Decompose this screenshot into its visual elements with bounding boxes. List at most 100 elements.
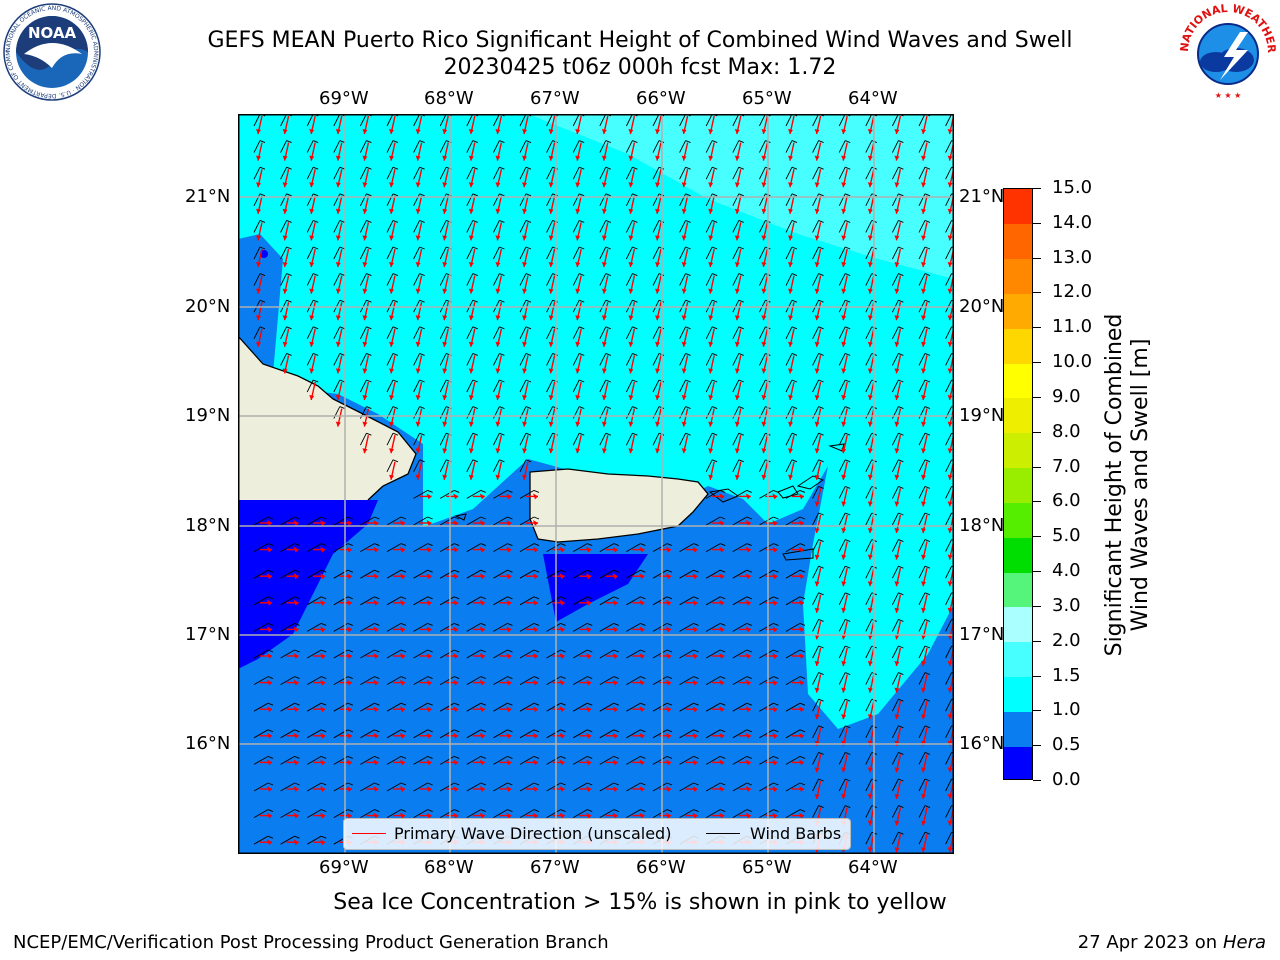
wind-barb [253, 219, 266, 241]
wind-barb [918, 166, 931, 188]
lat-label: 16°N [185, 733, 231, 754]
wind-barb [466, 219, 478, 241]
lat-label: 21°N [959, 186, 1005, 207]
wind-barb [492, 273, 505, 294]
wind-barb [386, 543, 407, 553]
colorbar-segment [1004, 258, 1032, 294]
wind-barb [891, 565, 904, 587]
wind-barb [492, 459, 505, 480]
wind-barb [519, 219, 532, 241]
wind-barb [519, 543, 540, 553]
wind-barb [679, 219, 691, 241]
colorbar-tick [1033, 501, 1041, 503]
wind-barb [306, 543, 327, 553]
wind-barb [360, 622, 380, 633]
wind-barb [625, 326, 638, 347]
wind-barb [705, 729, 726, 739]
wind-barb [838, 140, 851, 161]
wind-barb [439, 596, 460, 606]
wind-barb [333, 326, 345, 347]
wind-barb [679, 352, 691, 374]
wind-barb [572, 352, 585, 374]
wind-barb [466, 140, 478, 161]
wind-barb [599, 755, 619, 766]
wind-barb [626, 649, 646, 659]
wind-barb [253, 543, 274, 553]
colorbar-label: 8.0 [1052, 420, 1081, 442]
wind-barb [280, 543, 300, 553]
wind-barb [732, 299, 744, 321]
wind-barb [572, 246, 585, 268]
wind-barb [466, 166, 478, 188]
lon-label: 64°W [848, 88, 898, 109]
wind-barb [333, 219, 345, 241]
wind-barb [572, 326, 585, 347]
wind-barb [785, 379, 798, 401]
wind-barb [306, 569, 327, 580]
wind-barb [439, 702, 460, 713]
wind-barb [492, 379, 505, 401]
wind-barb [891, 352, 904, 374]
wind-barb [679, 782, 699, 792]
wind-barb [493, 809, 513, 819]
wind-barb [306, 782, 327, 792]
wind-barb [572, 432, 585, 454]
wind-barb [546, 246, 558, 268]
wind-barb [572, 622, 593, 633]
wind-barb [918, 299, 931, 321]
wind-barb [891, 326, 904, 347]
wind-barb [865, 432, 877, 454]
wind-barb [891, 432, 904, 454]
wind-barb [572, 649, 593, 659]
wind-barb [732, 459, 744, 480]
lat-label: 19°N [185, 405, 231, 426]
wind-barb [280, 782, 300, 792]
wind-barb [466, 273, 478, 294]
wind-barb [572, 569, 593, 580]
wind-barb [865, 246, 877, 268]
wind-barb [891, 751, 904, 773]
wind-barb [785, 489, 806, 500]
colorbar-segment [1004, 293, 1032, 329]
wind-barb [492, 432, 505, 454]
wind-barb [732, 543, 752, 553]
wind-barb [386, 809, 407, 819]
wind-barb [891, 166, 904, 188]
wind-barb [519, 649, 540, 659]
wind-barb [439, 729, 460, 739]
wind-barb [732, 326, 744, 347]
wind-barb [572, 596, 593, 606]
colorbar-tick [1033, 745, 1041, 747]
wind-barb [439, 622, 460, 633]
wind-barb [599, 596, 619, 606]
wind-barb [785, 193, 798, 214]
wind-barb [705, 676, 726, 686]
wind-barb [413, 755, 433, 766]
wind-barb [705, 246, 718, 268]
wind-barb [838, 459, 851, 480]
wind-barb [493, 649, 513, 659]
wind-barb [493, 596, 513, 606]
wind-barb [652, 326, 665, 347]
wind-barb [572, 299, 585, 321]
wind-barb [572, 140, 585, 161]
wind-barb [732, 809, 752, 819]
wind-barb [413, 219, 425, 241]
wind-barb [599, 299, 611, 321]
wind-barb [705, 489, 726, 500]
wind-barb [865, 672, 877, 693]
wind-barb [386, 432, 399, 454]
colorbar-label: 15.0 [1052, 177, 1093, 198]
wind-barb [519, 809, 540, 819]
colorbar-tick [1033, 640, 1041, 642]
wind-barb [413, 649, 433, 659]
wind-barb [838, 512, 851, 534]
wind-barb [386, 622, 407, 633]
wind-barb [280, 246, 292, 268]
wind-barb [838, 751, 851, 773]
wind-barb [812, 246, 824, 268]
wind-barb [759, 755, 779, 766]
wind-barb [519, 299, 532, 321]
wind-barb [918, 778, 931, 800]
wind-barb [812, 485, 824, 507]
